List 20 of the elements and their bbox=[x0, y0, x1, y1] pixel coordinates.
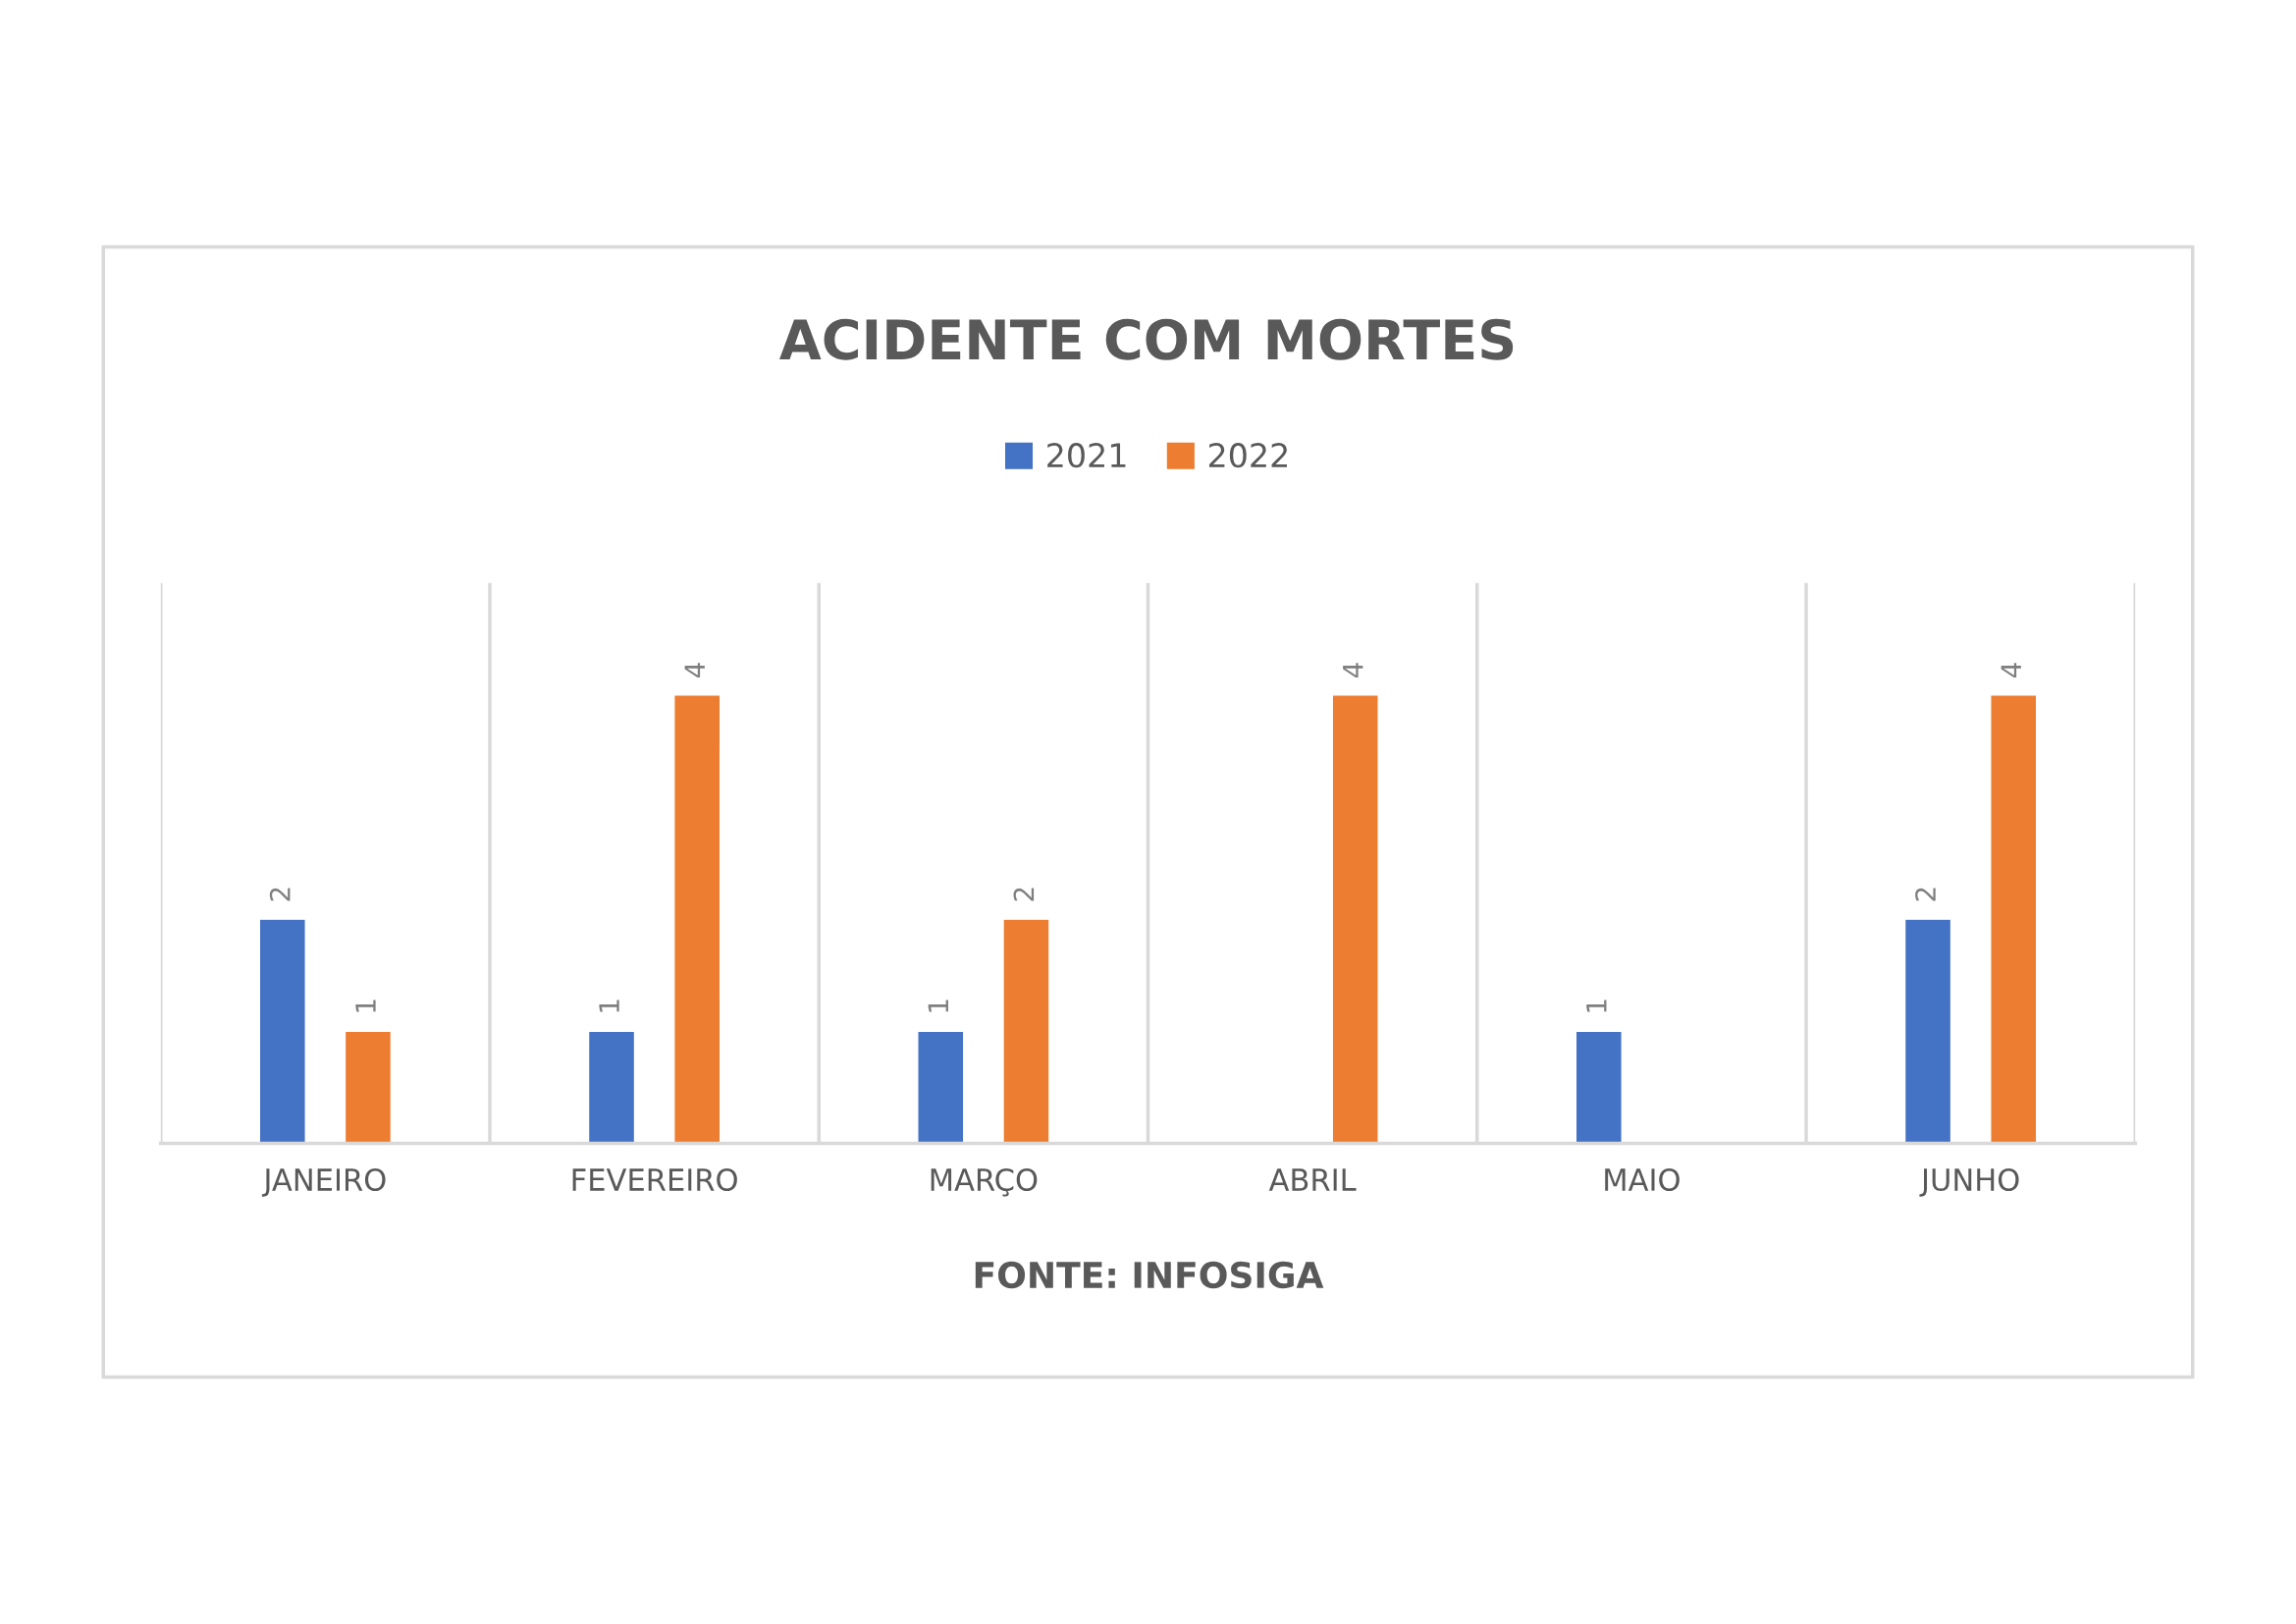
data-label: 4 bbox=[2001, 663, 2021, 677]
data-label: 1 bbox=[599, 1000, 619, 1012]
data-label: 1 bbox=[1586, 1000, 1607, 1012]
source-note: FONTE: INFOSIGA bbox=[975, 1261, 1324, 1289]
legend-label: 2021 bbox=[1047, 443, 1126, 468]
chart-title: ACIDENTE COM MORTES bbox=[779, 318, 1514, 360]
x-tick-label: MAIO bbox=[1605, 1167, 1680, 1192]
data-label: 1 bbox=[355, 1000, 376, 1012]
x-tick-label: JUNHO bbox=[1919, 1167, 2019, 1197]
data-label: 2 bbox=[1915, 888, 1936, 901]
x-tick-label: MARÇO bbox=[931, 1167, 1038, 1197]
legend-label: 2022 bbox=[1208, 443, 1287, 468]
data-label: 1 bbox=[928, 1000, 948, 1012]
data-label: 2 bbox=[1013, 888, 1035, 901]
data-label: 4 bbox=[684, 663, 705, 677]
x-tick-label: ABRIL bbox=[1268, 1168, 1357, 1191]
x-tick-label: FEVEREIRO bbox=[572, 1167, 737, 1192]
data-label: 2 bbox=[269, 888, 291, 901]
data-label: 4 bbox=[1343, 663, 1363, 677]
x-tick-label: JANEIRO bbox=[261, 1167, 386, 1197]
